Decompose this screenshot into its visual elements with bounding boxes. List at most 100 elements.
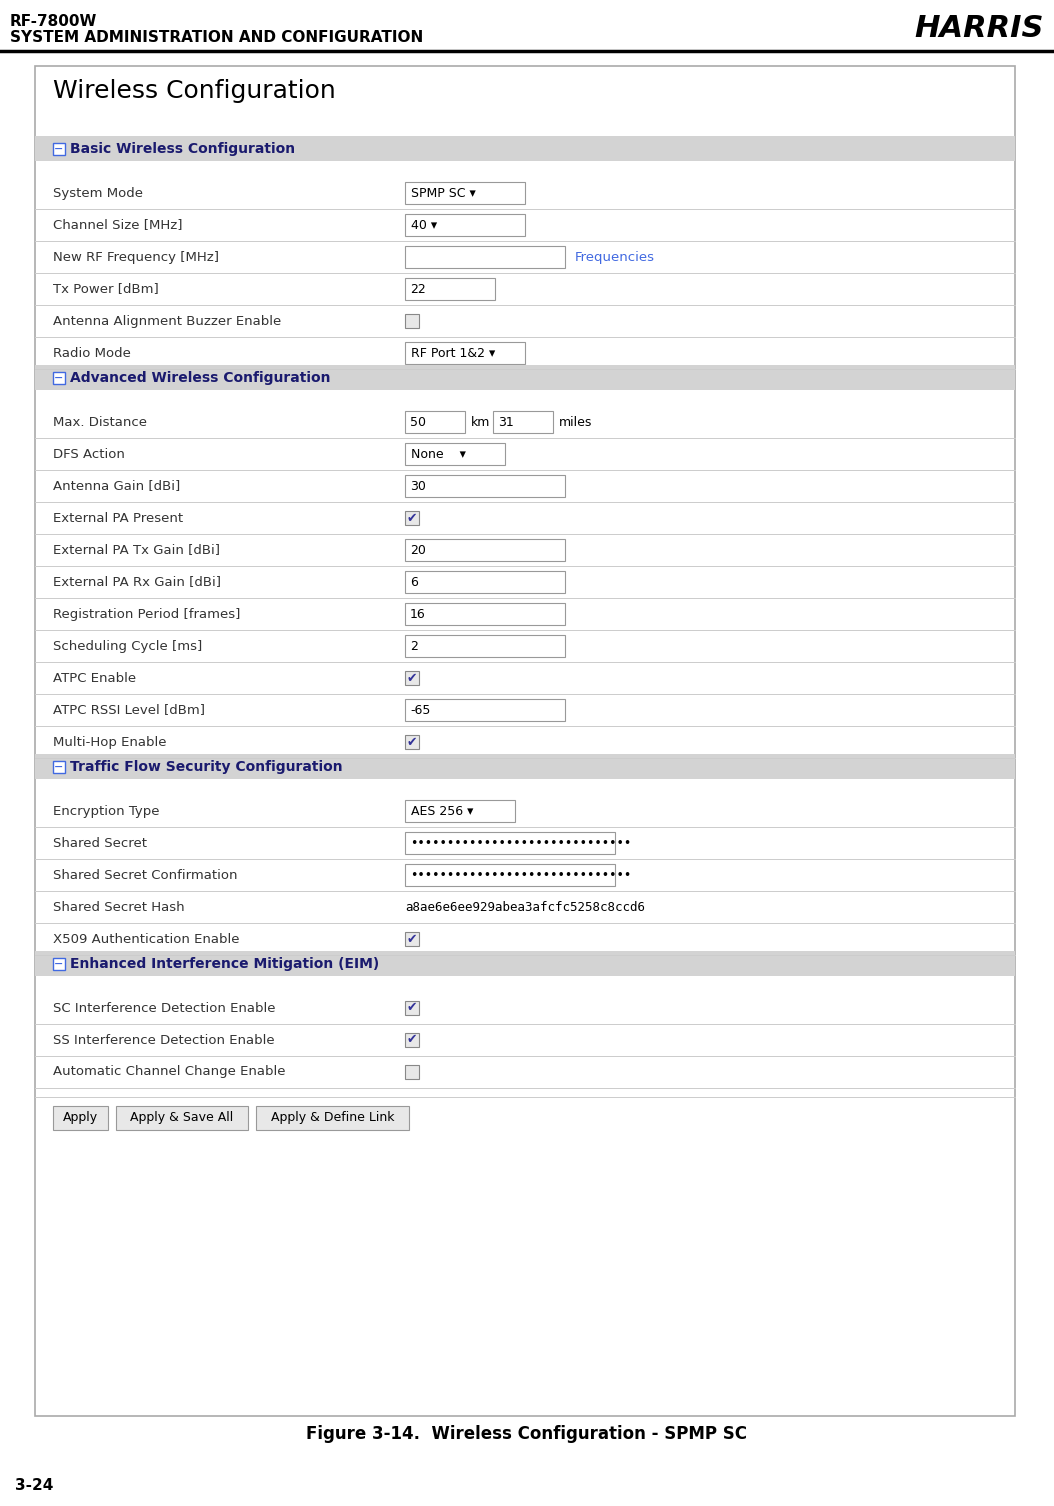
- Text: ✔: ✔: [407, 1033, 417, 1047]
- Text: 3-24: 3-24: [15, 1479, 54, 1494]
- Bar: [405, 539, 565, 562]
- Text: 50: 50: [410, 416, 426, 429]
- Bar: [405, 342, 525, 364]
- Bar: [405, 511, 419, 526]
- Text: ✔: ✔: [407, 735, 417, 748]
- Bar: [35, 364, 1015, 390]
- Text: Radio Mode: Radio Mode: [53, 346, 131, 360]
- Bar: [405, 864, 614, 886]
- Text: ✔: ✔: [407, 1001, 417, 1015]
- Text: Wireless Configuration: Wireless Configuration: [53, 78, 336, 102]
- Text: Scheduling Cycle [ms]: Scheduling Cycle [ms]: [53, 640, 202, 652]
- Text: ••••••••••••••••••••••••••••••: ••••••••••••••••••••••••••••••: [410, 836, 631, 849]
- Text: None    ▾: None ▾: [411, 447, 466, 461]
- Text: External PA Present: External PA Present: [53, 512, 183, 524]
- Text: Traffic Flow Security Configuration: Traffic Flow Security Configuration: [70, 759, 343, 774]
- Bar: [405, 1033, 419, 1047]
- Bar: [405, 699, 565, 721]
- Text: 40 ▾: 40 ▾: [411, 218, 437, 232]
- Text: −: −: [55, 372, 63, 383]
- Text: miles: miles: [559, 416, 592, 429]
- Text: X509 Authentication Enable: X509 Authentication Enable: [53, 932, 239, 946]
- Text: New RF Frequency [MHz]: New RF Frequency [MHz]: [53, 250, 219, 264]
- Text: ••••••••••••••••••••••••••••••: ••••••••••••••••••••••••••••••: [410, 869, 631, 881]
- Bar: [405, 474, 565, 497]
- Text: Apply: Apply: [63, 1110, 98, 1123]
- Text: Encryption Type: Encryption Type: [53, 804, 159, 818]
- Text: Channel Size [MHz]: Channel Size [MHz]: [53, 218, 182, 232]
- Bar: [405, 313, 419, 328]
- Bar: [53, 372, 65, 384]
- Bar: [405, 214, 525, 236]
- Text: Advanced Wireless Configuration: Advanced Wireless Configuration: [70, 370, 331, 384]
- Text: RF Port 1&2 ▾: RF Port 1&2 ▾: [411, 346, 495, 360]
- Text: 22: 22: [410, 283, 426, 295]
- Text: ✔: ✔: [407, 512, 417, 524]
- Text: Frequencies: Frequencies: [575, 250, 655, 264]
- Text: ✔: ✔: [407, 932, 417, 946]
- Text: 6: 6: [410, 575, 417, 589]
- Bar: [405, 411, 465, 434]
- Bar: [53, 1105, 108, 1130]
- Text: ATPC Enable: ATPC Enable: [53, 672, 136, 685]
- Text: Automatic Channel Change Enable: Automatic Channel Change Enable: [53, 1066, 286, 1078]
- Text: Tx Power [dBm]: Tx Power [dBm]: [53, 283, 159, 295]
- Text: −: −: [55, 958, 63, 968]
- Text: Shared Secret Hash: Shared Secret Hash: [53, 901, 184, 914]
- Bar: [405, 182, 525, 203]
- Text: -65: -65: [410, 703, 430, 717]
- Text: Multi-Hop Enable: Multi-Hop Enable: [53, 735, 167, 748]
- Text: HARRIS: HARRIS: [915, 14, 1045, 44]
- Text: Max. Distance: Max. Distance: [53, 416, 147, 429]
- Text: Basic Wireless Configuration: Basic Wireless Configuration: [70, 142, 295, 155]
- Text: −: −: [55, 143, 63, 154]
- Bar: [405, 1065, 419, 1078]
- Text: Registration Period [frames]: Registration Period [frames]: [53, 607, 240, 620]
- Bar: [405, 602, 565, 625]
- Text: Antenna Gain [dBi]: Antenna Gain [dBi]: [53, 479, 180, 492]
- Bar: [0, 0, 1054, 50]
- Bar: [405, 245, 565, 268]
- Text: 31: 31: [497, 416, 513, 429]
- Text: SPMP SC ▾: SPMP SC ▾: [411, 187, 475, 199]
- Text: Antenna Alignment Buzzer Enable: Antenna Alignment Buzzer Enable: [53, 315, 281, 327]
- Bar: [405, 800, 515, 822]
- Text: SYSTEM ADMINISTRATION AND CONFIGURATION: SYSTEM ADMINISTRATION AND CONFIGURATION: [9, 30, 424, 45]
- Text: 20: 20: [410, 544, 426, 557]
- Bar: [405, 443, 505, 465]
- Bar: [35, 950, 1015, 976]
- Text: Enhanced Interference Mitigation (EIM): Enhanced Interference Mitigation (EIM): [70, 956, 379, 970]
- Text: Shared Secret: Shared Secret: [53, 836, 147, 849]
- FancyBboxPatch shape: [35, 66, 1015, 1416]
- Bar: [405, 735, 419, 748]
- Text: System Mode: System Mode: [53, 187, 143, 199]
- Bar: [116, 1105, 248, 1130]
- Bar: [405, 279, 495, 300]
- Text: −: −: [55, 762, 63, 771]
- Bar: [53, 143, 65, 155]
- Bar: [405, 571, 565, 593]
- Text: a8ae6e6ee929abea3afcfc5258c8ccd6: a8ae6e6ee929abea3afcfc5258c8ccd6: [405, 901, 645, 914]
- Text: Shared Secret Confirmation: Shared Secret Confirmation: [53, 869, 237, 881]
- Bar: [405, 831, 614, 854]
- Text: External PA Tx Gain [dBi]: External PA Tx Gain [dBi]: [53, 544, 220, 557]
- Text: RF-7800W: RF-7800W: [9, 14, 97, 29]
- Bar: [405, 636, 565, 657]
- Text: External PA Rx Gain [dBi]: External PA Rx Gain [dBi]: [53, 575, 221, 589]
- Text: DFS Action: DFS Action: [53, 447, 124, 461]
- Text: Figure 3-14.  Wireless Configuration - SPMP SC: Figure 3-14. Wireless Configuration - SP…: [307, 1425, 747, 1443]
- Bar: [256, 1105, 409, 1130]
- Text: km: km: [471, 416, 490, 429]
- Text: AES 256 ▾: AES 256 ▾: [411, 804, 473, 818]
- Bar: [53, 958, 65, 970]
- Text: SS Interference Detection Enable: SS Interference Detection Enable: [53, 1033, 275, 1047]
- Bar: [405, 932, 419, 946]
- Bar: [35, 755, 1015, 779]
- Text: Apply & Define Link: Apply & Define Link: [271, 1110, 394, 1123]
- Text: Apply & Save All: Apply & Save All: [131, 1110, 234, 1123]
- Text: ATPC RSSI Level [dBm]: ATPC RSSI Level [dBm]: [53, 703, 204, 717]
- Text: 30: 30: [410, 479, 426, 492]
- Bar: [405, 1001, 419, 1015]
- Text: SC Interference Detection Enable: SC Interference Detection Enable: [53, 1001, 275, 1015]
- Bar: [35, 136, 1015, 161]
